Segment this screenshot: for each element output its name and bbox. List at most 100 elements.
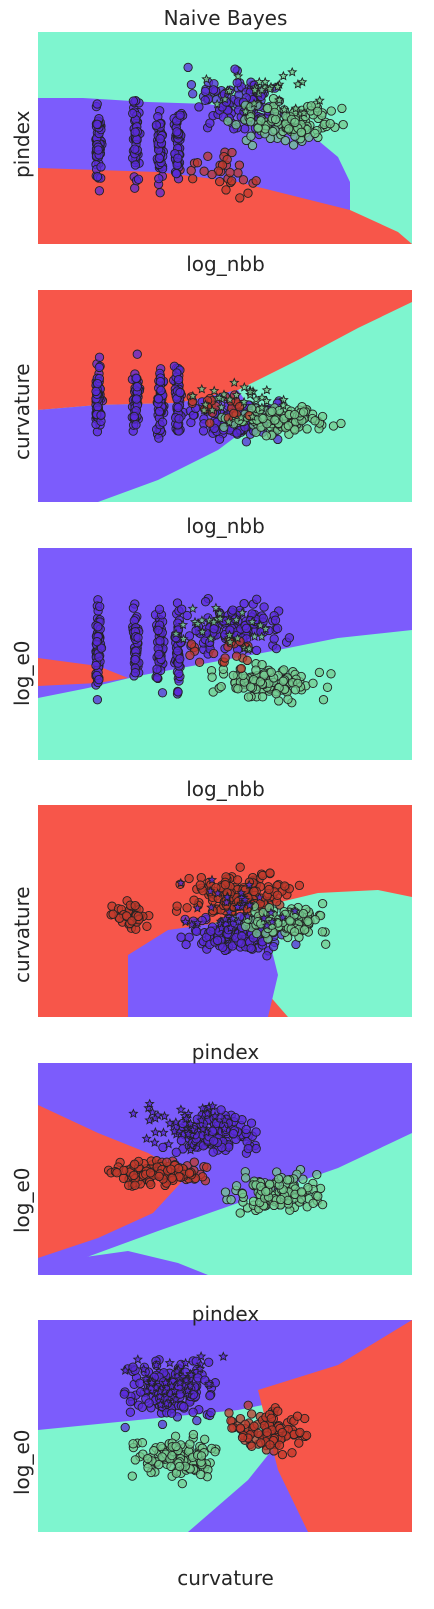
data-point <box>321 939 331 949</box>
data-point <box>112 1168 122 1178</box>
data-point-star <box>261 384 272 395</box>
x-axis-label-4: pindex <box>191 1040 260 1064</box>
data-point <box>166 1408 177 1418</box>
data-point <box>206 1407 216 1418</box>
data-point <box>251 645 262 656</box>
data-point <box>306 101 316 111</box>
data-point <box>251 1143 261 1154</box>
data-point <box>204 1357 214 1367</box>
data-point <box>93 145 103 155</box>
data-point <box>94 352 105 362</box>
data-point <box>155 376 166 387</box>
data-point <box>131 373 141 383</box>
data-point <box>175 654 185 664</box>
data-point <box>266 667 276 677</box>
data-point-star <box>171 1366 183 1376</box>
data-point-star <box>170 1394 181 1404</box>
data-point-star <box>207 404 218 415</box>
data-point <box>268 126 278 137</box>
data-point <box>284 633 295 643</box>
data-point-star <box>231 614 242 625</box>
data-point <box>177 1478 187 1489</box>
data-point <box>184 1168 195 1178</box>
data-point <box>155 188 165 198</box>
data-point <box>149 1446 159 1456</box>
data-point-star <box>248 98 260 108</box>
data-point-star <box>198 404 210 415</box>
data-point-star <box>205 633 216 644</box>
data-point-star <box>225 922 236 933</box>
data-point-star <box>220 914 231 924</box>
data-point-star <box>254 892 265 902</box>
data-point-star <box>185 1118 196 1129</box>
data-point <box>312 1169 322 1180</box>
data-point <box>273 1406 283 1416</box>
data-point <box>194 657 205 667</box>
data-point <box>188 174 198 184</box>
data-point-star <box>219 93 231 104</box>
data-point <box>129 1170 139 1181</box>
data-point <box>265 1179 275 1189</box>
data-point <box>296 127 306 138</box>
data-point-star <box>161 1398 172 1408</box>
data-point <box>177 604 187 614</box>
data-point <box>243 1400 253 1410</box>
data-point-star <box>247 616 258 627</box>
data-point <box>237 1432 248 1443</box>
data-point <box>294 880 305 891</box>
data-point-star <box>163 1138 174 1149</box>
data-point-star <box>144 1114 155 1125</box>
data-point-star <box>174 1377 185 1388</box>
data-point <box>137 1438 148 1448</box>
data-point <box>143 1463 153 1473</box>
data-point <box>130 900 140 911</box>
data-point <box>256 1438 266 1448</box>
data-point <box>94 674 104 685</box>
data-point <box>310 416 320 426</box>
y-axis-label-5: log_e0 <box>10 1167 34 1233</box>
data-point <box>233 168 243 178</box>
data-point <box>224 1408 234 1418</box>
data-point <box>196 1469 206 1480</box>
data-point <box>243 1143 253 1154</box>
data-point-star <box>149 1137 160 1147</box>
data-point <box>252 594 262 604</box>
data-point-star <box>181 1113 192 1124</box>
data-point <box>243 188 253 198</box>
data-point-star <box>258 912 270 923</box>
data-point <box>209 1136 219 1146</box>
data-point <box>255 677 266 687</box>
data-point-star <box>170 1117 181 1127</box>
data-point-star <box>159 1110 170 1121</box>
data-point <box>262 1427 272 1437</box>
data-point <box>253 1428 263 1439</box>
data-point <box>270 615 281 625</box>
data-point <box>288 140 299 150</box>
data-point-star <box>141 1133 152 1144</box>
data-point-star <box>278 400 289 410</box>
data-point <box>153 394 164 404</box>
plot-area-2 <box>38 290 412 502</box>
data-point-star <box>205 885 216 896</box>
data-point <box>200 1434 210 1444</box>
data-point <box>289 927 300 937</box>
data-point-star <box>151 1359 162 1370</box>
data-point <box>200 597 211 607</box>
data-point <box>135 1378 145 1388</box>
data-point <box>247 140 258 151</box>
data-point <box>194 102 204 112</box>
data-point <box>214 434 225 444</box>
data-point <box>270 415 280 425</box>
data-point <box>131 420 141 430</box>
data-point <box>157 1419 168 1430</box>
data-point-star <box>164 1357 175 1368</box>
data-point <box>235 1208 245 1218</box>
data-point-star <box>144 1098 155 1109</box>
data-point <box>128 96 139 106</box>
data-point <box>292 1411 303 1421</box>
data-point <box>266 1413 277 1423</box>
data-point <box>231 651 242 661</box>
data-point <box>146 1179 156 1190</box>
data-point-star <box>192 917 203 928</box>
